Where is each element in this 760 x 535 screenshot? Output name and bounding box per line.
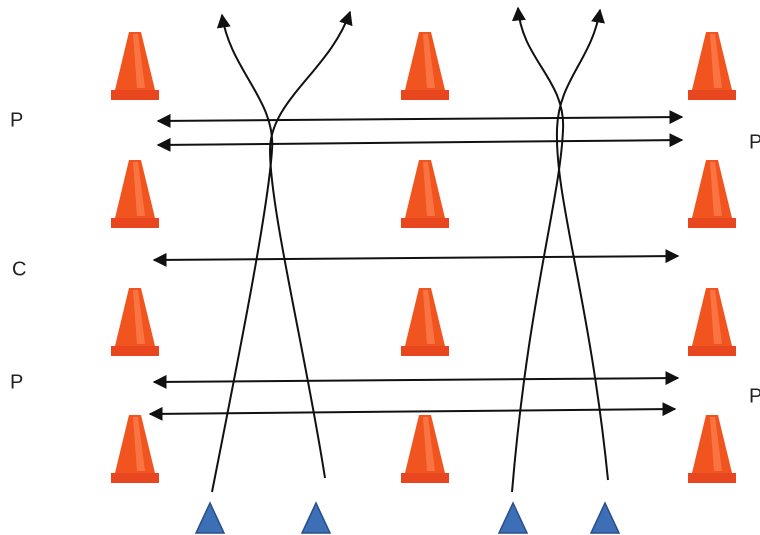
left-label: P <box>10 371 23 393</box>
left-label: C <box>12 258 26 280</box>
right-label: P <box>749 131 760 153</box>
right-label: P <box>749 385 760 407</box>
left-label: P <box>10 109 23 131</box>
drill-diagram: P C P P P <box>0 0 760 535</box>
start-markers <box>196 503 619 533</box>
horizontal-arrows <box>150 117 682 414</box>
page: {"labels": {"left": ["P", "C", "P"], "ri… <box>0 0 760 535</box>
